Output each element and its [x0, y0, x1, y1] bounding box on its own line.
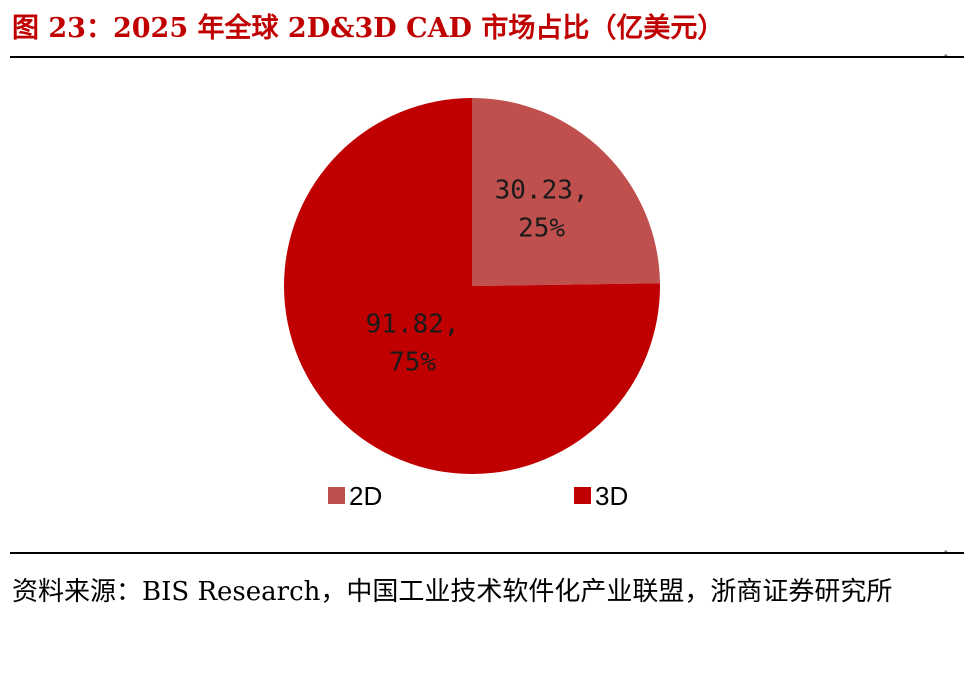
- legend-label-3d: 3D: [595, 481, 628, 511]
- pie-chart: 30.23, 25% 91.82, 75% 2D 3D: [283, 98, 660, 511]
- top-rule: [10, 56, 964, 58]
- pie-slices: [283, 98, 660, 475]
- bottom-rule: [10, 552, 964, 554]
- chart-legend: 2D 3D: [328, 481, 628, 511]
- legend-swatch-2d: [328, 487, 345, 504]
- figure-title: 图 23：2025 年全球 2D&3D CAD 市场占比（亿美元）: [12, 13, 725, 44]
- bottom-rule-tick: -: [944, 546, 948, 557]
- pie-slice-2d: [472, 98, 660, 286]
- pie-slice-3d: [283, 98, 660, 475]
- legend-label-2d: 2D: [349, 481, 382, 511]
- legend-swatch-3d: [574, 487, 591, 504]
- pie-data-labels: 30.23, 25% 91.82, 75%: [366, 175, 589, 377]
- source-note: 资料来源：BIS Research，中国工业技术软件化产业联盟，浙商证券研究所: [12, 577, 893, 607]
- slice-percent-label-2d: 25%: [518, 213, 565, 243]
- slice-value-label-2d: 30.23,: [495, 175, 589, 205]
- slice-percent-label-3d: 75%: [389, 347, 436, 377]
- top-rule-tick: -: [944, 50, 948, 61]
- slice-value-label-3d: 91.82,: [366, 309, 460, 339]
